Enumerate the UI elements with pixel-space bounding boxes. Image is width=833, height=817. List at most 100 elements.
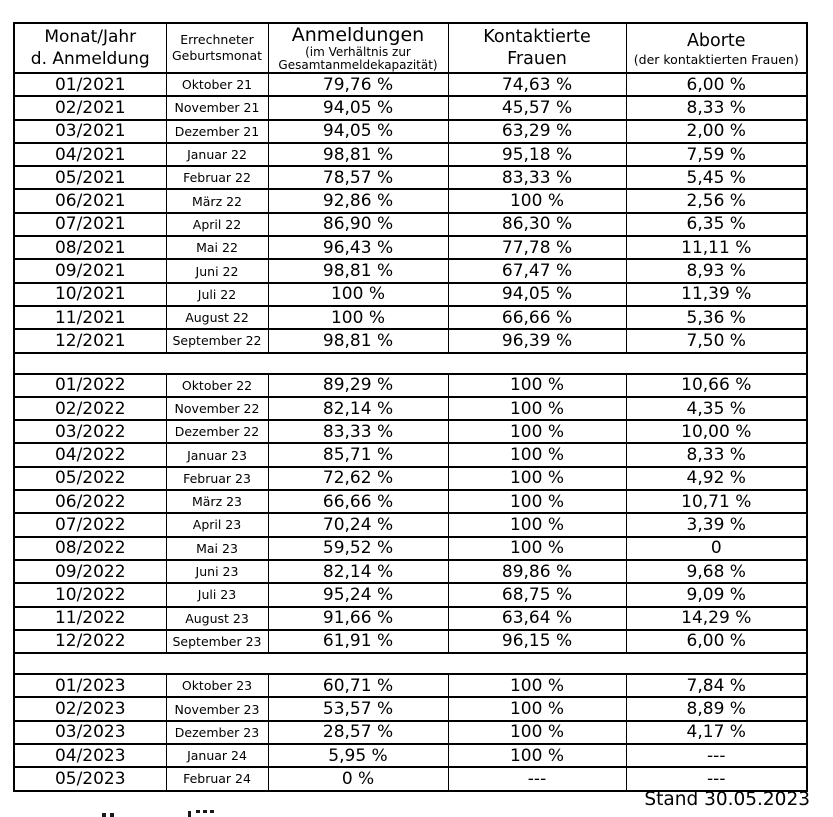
table-body: 01/2021 Oktober 21 79,76 % 74,63 % 6,00 % 02/… xyxy=(14,73,807,791)
col-header-line: Kontaktierte xyxy=(483,27,591,47)
cell-geburtsmonat: Mai 23 xyxy=(165,536,268,560)
table-row: 01/2023 Oktober 23 60,71 % 100 % 7,84 % xyxy=(14,674,807,698)
cell-aborte: 4,92 % xyxy=(625,466,807,491)
cell-anmeldungen: 98,81 % xyxy=(267,329,448,353)
table-row: 07/2022 April 23 70,24 % 100 % 3,39 % xyxy=(14,513,807,537)
cell-kontaktierte-frauen: 66,66 % xyxy=(447,305,626,330)
cell-anmeldungen: 60,71 % xyxy=(267,674,448,698)
table-row: 03/2023 Dezember 23 28,57 % 100 % 4,17 % xyxy=(14,720,807,745)
cell-monat-jahr: 01/2021 xyxy=(54,74,126,95)
cell-kontaktierte-frauen: 100 % xyxy=(447,420,626,444)
cell-anmeldungen: 70,24 % xyxy=(267,513,448,537)
table-row: 02/2022 November 22 82,14 % 100 % 4,35 % xyxy=(14,396,807,421)
cell-geburtsmonat: Juni 22 xyxy=(165,259,268,283)
cell-monat-jahr: 09/2022 xyxy=(54,561,126,582)
cell-monat-jahr: 11/2022 xyxy=(54,608,126,629)
cell-geburtsmonat: November 23 xyxy=(165,697,268,721)
cell-aborte: 7,50 % xyxy=(625,329,807,353)
table-row: 10/2021 Juli 22 100 % 94,05 % 11,39 % xyxy=(14,282,807,306)
table-row: 12/2022 September 23 61,91 % 96,15 % 6,00 % xyxy=(14,629,807,654)
table-row: 08/2022 Mai 23 59,52 % 100 % 0 xyxy=(14,536,807,560)
cell-monat-jahr: 03/2022 xyxy=(54,421,126,442)
cell-anmeldungen: 85,71 % xyxy=(267,443,448,467)
cell-anmeldungen: 0 % xyxy=(267,767,448,791)
cell-kontaktierte-frauen: 100 % xyxy=(447,396,626,421)
cell-anmeldungen: 82,14 % xyxy=(267,559,448,584)
cell-kontaktierte-frauen: 94,05 % xyxy=(447,282,626,306)
cell-anmeldungen: 72,62 % xyxy=(267,466,448,491)
cell-anmeldungen: 5,95 % xyxy=(267,744,448,768)
table-row: 05/2023 Februar 24 0 % --- --- xyxy=(14,767,807,791)
table-row: 10/2022 Juli 23 95,24 % 68,75 % 9,09 % xyxy=(14,583,807,607)
cell-aborte: 4,35 % xyxy=(625,396,807,421)
cell-monat-jahr: 07/2022 xyxy=(54,514,126,535)
cell-kontaktierte-frauen: 100 % xyxy=(447,744,626,768)
cell-kontaktierte-frauen: 96,15 % xyxy=(447,629,626,654)
cell-aborte: 10,00 % xyxy=(625,420,807,444)
col-header-line: Frauen xyxy=(507,49,567,69)
cell-geburtsmonat: Oktober 23 xyxy=(165,674,268,698)
cell-aborte: 4,17 % xyxy=(625,720,807,745)
cell-anmeldungen: 86,90 % xyxy=(267,212,448,237)
cell-anmeldungen: 92,86 % xyxy=(267,189,448,213)
col-header-line: d. Anmeldung xyxy=(30,49,150,69)
cell-aborte: 6,00 % xyxy=(625,73,807,97)
cell-kontaktierte-frauen: 100 % xyxy=(447,443,626,467)
cell-anmeldungen: 95,24 % xyxy=(267,583,448,607)
table-row: 07/2021 April 22 86,90 % 86,30 % 6,35 % xyxy=(14,212,807,237)
cell-geburtsmonat: Juli 22 xyxy=(165,282,268,306)
table-row: 04/2022 Januar 23 85,71 % 100 % 8,33 % xyxy=(14,443,807,467)
cell-geburtsmonat: Januar 24 xyxy=(165,744,268,768)
table-row: 08/2021 Mai 22 96,43 % 77,78 % 11,11 % xyxy=(14,236,807,260)
cell-aborte: 11,11 % xyxy=(625,236,807,260)
cell-aborte: 10,66 % xyxy=(625,373,807,397)
cell-anmeldungen: 59,52 % xyxy=(267,536,448,560)
cell-anmeldungen: 79,76 % xyxy=(267,73,448,97)
cell-kontaktierte-frauen: 77,78 % xyxy=(447,236,626,260)
table-row: 09/2021 Juni 22 98,81 % 67,47 % 8,93 % xyxy=(14,259,807,283)
cell-monat-jahr: 08/2021 xyxy=(54,237,126,258)
cell-kontaktierte-frauen: 100 % xyxy=(447,536,626,560)
cell-geburtsmonat: Januar 22 xyxy=(165,142,268,167)
cell-geburtsmonat: Mai 22 xyxy=(165,236,268,260)
cell-kontaktierte-frauen: 100 % xyxy=(447,513,626,537)
table-row: 03/2022 Dezember 22 83,33 % 100 % 10,00 % xyxy=(14,420,807,444)
cell-monat-jahr: 09/2021 xyxy=(54,261,126,282)
table-row: 06/2021 März 22 92,86 % 100 % 2,56 % xyxy=(14,189,807,213)
cell-aborte: 5,45 % xyxy=(625,166,807,190)
col-header-subtitle: (im Verhältnis zur xyxy=(305,45,411,59)
cell-monat-jahr: 02/2022 xyxy=(54,398,126,419)
cell-aborte: 11,39 % xyxy=(625,282,807,306)
col-header-geburtsmonat: Errechneter Geburtsmonat xyxy=(165,23,268,73)
table-row: 05/2021 Februar 22 78,57 % 83,33 % 5,45 % xyxy=(14,166,807,190)
section-gap-cell xyxy=(14,653,807,674)
cell-anmeldungen: 98,81 % xyxy=(267,142,448,167)
cell-monat-jahr: 05/2022 xyxy=(54,468,126,489)
cell-anmeldungen: 28,57 % xyxy=(267,720,448,745)
cell-geburtsmonat: Juli 23 xyxy=(165,583,268,607)
cell-geburtsmonat: Dezember 23 xyxy=(165,720,268,745)
cell-aborte: 2,00 % xyxy=(625,119,807,143)
table-row: 09/2022 Juni 23 82,14 % 89,86 % 9,68 % xyxy=(14,559,807,584)
cell-aborte: 14,29 % xyxy=(625,606,807,630)
cell-geburtsmonat: November 22 xyxy=(165,396,268,421)
cell-monat-jahr: 12/2021 xyxy=(54,330,126,351)
cell-geburtsmonat: Februar 23 xyxy=(165,466,268,491)
cell-aborte: 8,89 % xyxy=(625,697,807,721)
cell-monat-jahr: 04/2023 xyxy=(54,745,126,766)
table-row: 01/2022 Oktober 22 89,29 % 100 % 10,66 % xyxy=(14,373,807,397)
cell-anmeldungen: 94,05 % xyxy=(267,119,448,143)
cell-kontaktierte-frauen: 100 % xyxy=(447,697,626,721)
cell-aborte: 7,84 % xyxy=(625,674,807,698)
cell-kontaktierte-frauen: --- xyxy=(447,767,626,791)
cell-anmeldungen: 94,05 % xyxy=(267,96,448,120)
cell-monat-jahr: 01/2022 xyxy=(54,375,126,396)
cell-kontaktierte-frauen: 89,86 % xyxy=(447,559,626,584)
cell-kontaktierte-frauen: 100 % xyxy=(447,490,626,514)
cell-monat-jahr: 07/2021 xyxy=(54,214,126,235)
cell-aborte: 10,71 % xyxy=(625,490,807,514)
cell-aborte: 9,68 % xyxy=(625,559,807,584)
cell-anmeldungen: 96,43 % xyxy=(267,236,448,260)
cell-geburtsmonat: August 23 xyxy=(165,606,268,630)
header-row: Monat/Jahr d. Anmeldung Errechneter Gebu… xyxy=(14,23,807,73)
